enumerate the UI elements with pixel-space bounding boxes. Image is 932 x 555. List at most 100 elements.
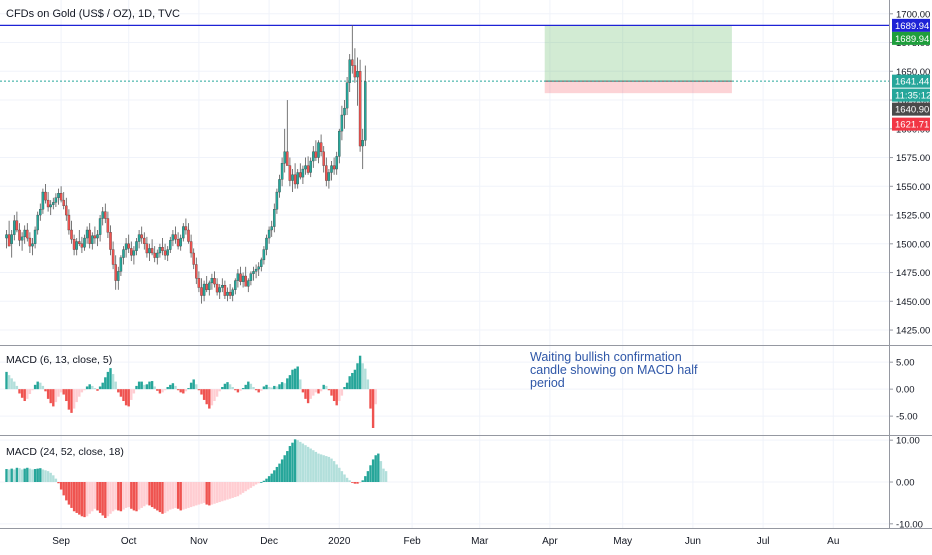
candle bbox=[189, 234, 193, 258]
macd1-bar bbox=[195, 384, 198, 390]
price-label-stop-loss: 1621.71 bbox=[892, 117, 930, 131]
candle bbox=[59, 186, 63, 203]
candle-body bbox=[353, 65, 357, 78]
macd2-bar bbox=[314, 451, 318, 482]
candle-body bbox=[15, 220, 19, 231]
macd1-bar bbox=[244, 384, 247, 390]
candle bbox=[179, 234, 182, 251]
macd1-bar bbox=[78, 389, 81, 397]
candle-body bbox=[10, 234, 13, 244]
macd2-bar bbox=[213, 482, 216, 504]
macd1-bar bbox=[286, 378, 289, 390]
candle bbox=[221, 278, 224, 293]
macd1-bar bbox=[223, 383, 227, 390]
candle bbox=[338, 128, 341, 164]
macd2-bar bbox=[148, 482, 151, 506]
macd1-bar bbox=[327, 389, 331, 391]
macd1-bar bbox=[119, 389, 123, 397]
candle-body bbox=[57, 193, 60, 198]
candle-body bbox=[143, 237, 146, 244]
candle bbox=[351, 25, 354, 74]
candle-body bbox=[114, 264, 117, 281]
macd1-bar bbox=[236, 389, 240, 393]
macd1-bar bbox=[296, 366, 299, 390]
candle-body bbox=[36, 214, 39, 231]
candle bbox=[322, 146, 325, 173]
candle-body bbox=[140, 234, 143, 239]
candle bbox=[148, 243, 151, 262]
macd2-bar bbox=[348, 480, 351, 482]
macd1-bar bbox=[41, 385, 45, 390]
macd1-bar bbox=[117, 389, 120, 393]
macd2-bar bbox=[15, 467, 19, 482]
candle-body bbox=[145, 243, 149, 254]
macd2-bar bbox=[353, 482, 357, 484]
candle-body bbox=[72, 239, 76, 250]
candle-body bbox=[67, 214, 71, 231]
macd2-bar bbox=[189, 482, 193, 508]
candle-body bbox=[148, 248, 151, 254]
candle bbox=[101, 207, 104, 226]
candle bbox=[309, 157, 312, 178]
candle-body bbox=[215, 283, 219, 293]
macd1-bar bbox=[101, 382, 104, 390]
price-label-bg bbox=[892, 88, 930, 102]
price-label-text: 1621.71 bbox=[895, 120, 929, 131]
candle-body bbox=[312, 151, 315, 162]
candles-layer bbox=[0, 24, 889, 304]
macd2-bar bbox=[7, 469, 11, 482]
candle-body bbox=[291, 174, 294, 181]
macd1-bar bbox=[371, 389, 375, 428]
candle bbox=[262, 246, 266, 265]
candle-body bbox=[267, 229, 271, 239]
candle bbox=[13, 215, 16, 241]
macd2-bar bbox=[57, 482, 60, 484]
candle-body bbox=[296, 172, 299, 185]
macd1-bar bbox=[96, 389, 99, 391]
candle-body bbox=[192, 252, 195, 265]
macd1-bar bbox=[356, 363, 359, 390]
macd1-bar bbox=[330, 389, 333, 396]
macd1-bar bbox=[91, 385, 94, 390]
macd1-bar bbox=[288, 375, 292, 390]
candle-body bbox=[244, 275, 247, 287]
macd2-bar bbox=[366, 471, 370, 482]
candle-body bbox=[184, 226, 188, 231]
macd1-bar bbox=[278, 384, 281, 390]
candle bbox=[278, 174, 281, 198]
price-tick-label: 1700.00 bbox=[896, 9, 930, 20]
candle-body bbox=[358, 71, 362, 147]
candle-body bbox=[210, 278, 214, 284]
candle-body bbox=[158, 247, 162, 254]
macd1-bar bbox=[23, 389, 26, 402]
candle bbox=[265, 234, 268, 256]
candle bbox=[57, 188, 60, 205]
macd1-bar bbox=[10, 378, 13, 390]
candle-body bbox=[13, 220, 16, 235]
candle bbox=[291, 169, 294, 193]
macd2-bar bbox=[221, 482, 224, 502]
candle-body bbox=[226, 291, 229, 296]
macd1-bar bbox=[205, 389, 208, 405]
macd2-bar bbox=[301, 443, 305, 482]
candle bbox=[31, 238, 34, 256]
macd-tick-label: -5.00 bbox=[896, 412, 918, 423]
candle-body bbox=[33, 229, 37, 244]
macd1-bar bbox=[33, 384, 37, 390]
candle-body bbox=[20, 236, 24, 241]
time-label: Mar bbox=[471, 536, 489, 547]
macd2-bar bbox=[26, 467, 29, 482]
candle bbox=[296, 169, 299, 189]
macd2-label: MACD (24, 52, close, 18) bbox=[6, 446, 124, 458]
macd1-bar bbox=[163, 389, 167, 391]
macd2-bar bbox=[132, 482, 136, 511]
candle bbox=[223, 280, 227, 299]
price-label-text: 1689.94 bbox=[895, 21, 929, 32]
candle-body bbox=[260, 259, 263, 267]
macd2-bar bbox=[106, 482, 110, 517]
macd1-bar bbox=[187, 388, 190, 390]
macd1-bar bbox=[202, 389, 206, 400]
candle bbox=[226, 287, 229, 302]
candle-body bbox=[327, 172, 331, 181]
